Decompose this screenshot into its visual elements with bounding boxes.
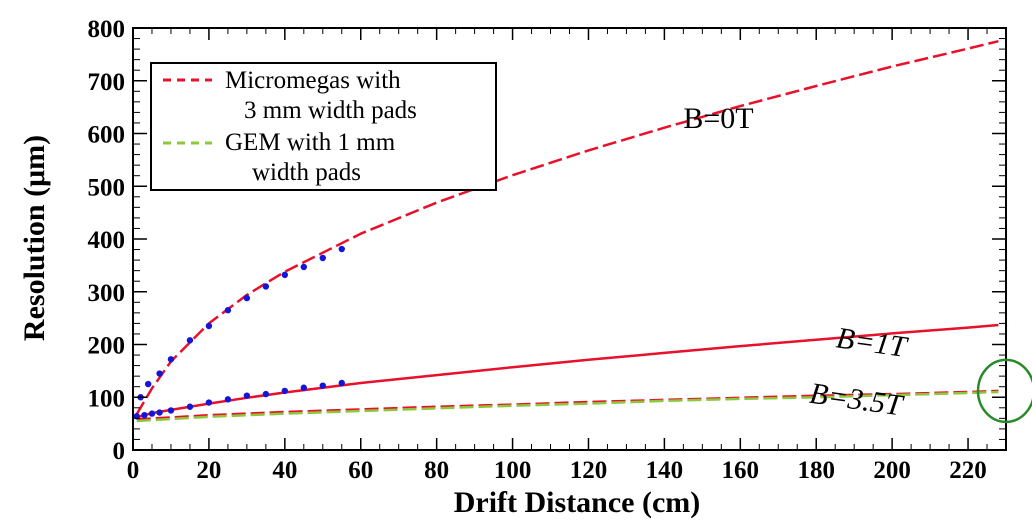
legend-label-gem-line2: width pads (252, 159, 361, 186)
y-tick-label: 500 (88, 174, 126, 201)
highlight-circle (976, 358, 1032, 424)
y-tick-label: 200 (88, 333, 126, 360)
data-point (141, 411, 148, 419)
data-point (243, 392, 251, 399)
data-point (148, 410, 156, 417)
legend-label-gem-line1: GEM with 1 mm (225, 129, 396, 156)
data-point (205, 399, 213, 406)
x-tick-label: 180 (797, 457, 835, 484)
y-tick-label: 100 (88, 385, 126, 412)
x-tick-label: 40 (272, 457, 297, 484)
x-axis-title: Drift Distance (cm) (454, 486, 701, 519)
data-point (186, 337, 194, 344)
x-tick-label: 20 (196, 457, 221, 484)
data-point (281, 387, 289, 395)
data-point (156, 370, 163, 377)
legend: Micromegas with 3 mm width pads GEM with… (150, 62, 497, 191)
data-points-layer (133, 245, 345, 420)
data-point (144, 380, 152, 388)
x-tick-label: 160 (722, 457, 760, 484)
x-tick-label: 80 (424, 457, 449, 484)
data-point (243, 294, 251, 302)
data-point (300, 263, 308, 271)
x-tick-label: 0 (127, 457, 140, 484)
x-tick-label: 200 (873, 457, 911, 484)
data-point (281, 271, 289, 279)
legend-label-micromegas-line1: Micromegas with (225, 67, 401, 94)
data-point (262, 283, 270, 290)
data-point (205, 322, 213, 330)
data-point (133, 413, 140, 420)
legend-label-micromegas-line2: 3 mm width pads (244, 97, 417, 124)
data-point (300, 384, 308, 391)
data-point (262, 390, 270, 398)
y-tick-label: 0 (113, 438, 126, 465)
data-point (224, 307, 232, 314)
y-tick-label: 300 (88, 280, 126, 307)
legend-box (150, 62, 497, 191)
y-tick-label: 400 (88, 227, 126, 254)
data-point (224, 396, 232, 403)
x-tick-label: 60 (348, 457, 373, 484)
x-tick-label: 120 (570, 457, 608, 484)
data-point (338, 245, 345, 253)
data-point (319, 382, 326, 389)
data-point (167, 407, 175, 414)
y-tick-label: 800 (88, 16, 126, 43)
y-axis-title: Resolution (μm) (18, 135, 51, 341)
annotation-b-3-5t: B=3.5T (808, 377, 907, 423)
x-tick-label: 220 (949, 457, 987, 484)
x-tick-label: 140 (646, 457, 684, 484)
annotation-b-0t: B=0T (683, 102, 753, 135)
data-point (319, 254, 326, 262)
ticks-layer (132, 27, 1007, 451)
data-point (156, 409, 163, 416)
data-point (186, 403, 194, 410)
data-point (338, 379, 345, 387)
y-tick-label: 700 (88, 69, 126, 96)
x-tick-label: 100 (494, 457, 532, 484)
annotation-b-1t: B=1T (834, 321, 910, 364)
y-tick-label: 600 (88, 122, 126, 149)
tick-labels-layer: 0 20 40 60 80 100 120 140 160 180 200 220 0 100 200 300… (88, 16, 987, 484)
data-point (167, 356, 175, 363)
